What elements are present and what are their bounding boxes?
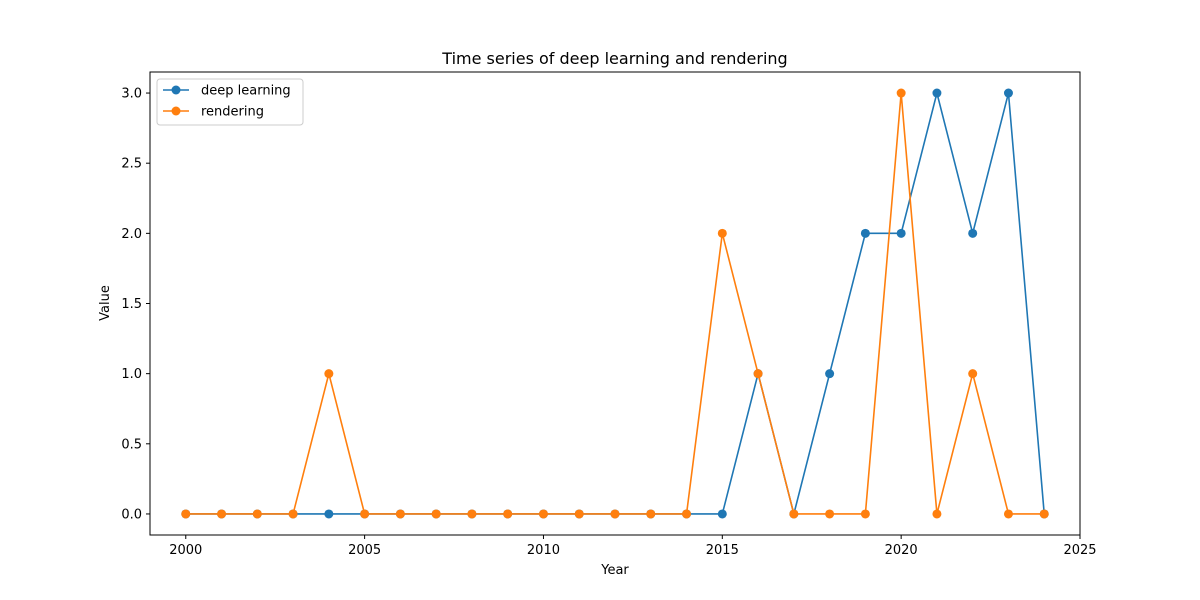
- data-point: [789, 509, 799, 519]
- data-point: [896, 88, 906, 98]
- data-point: [395, 509, 405, 519]
- legend: deep learning rendering: [156, 78, 304, 126]
- y-tick-label: 0.0: [121, 507, 142, 522]
- data-point: [825, 369, 835, 379]
- data-point: [717, 228, 727, 238]
- y-tick-label: 2.5: [121, 157, 142, 172]
- data-point: [932, 88, 942, 98]
- data-point: [252, 509, 262, 519]
- legend-label: deep learning: [201, 84, 291, 99]
- data-point: [574, 509, 584, 519]
- legend-item: deep learning: [163, 84, 291, 99]
- data-point: [538, 509, 548, 519]
- series-rendering: [181, 88, 1049, 519]
- plot-area: 2000 2005 2010 2015 2020 2025 0.0 0.5 1.0 1.5 2.0 2…: [121, 71, 1097, 558]
- data-point: [181, 509, 191, 519]
- y-tick-label: 0.5: [121, 437, 142, 452]
- data-point: [682, 509, 692, 519]
- data-point: [324, 509, 334, 519]
- legend-swatch-marker: [171, 85, 181, 95]
- y-tick-label: 2.0: [121, 227, 142, 242]
- legend-swatch-marker: [171, 106, 181, 116]
- data-point: [932, 509, 942, 519]
- data-point: [968, 369, 978, 379]
- x-tick-label: 2020: [885, 543, 918, 558]
- data-point: [503, 509, 513, 519]
- data-point: [1039, 509, 1049, 519]
- data-point: [360, 509, 370, 519]
- data-point: [1003, 88, 1013, 98]
- data-point: [1003, 509, 1013, 519]
- x-tick-label: 2025: [1063, 543, 1096, 558]
- x-axis-label: Year: [600, 563, 629, 578]
- data-point: [896, 228, 906, 238]
- data-point: [288, 509, 298, 519]
- y-tick-label: 1.5: [121, 297, 142, 312]
- data-point: [646, 509, 656, 519]
- data-point: [753, 369, 763, 379]
- data-point: [467, 509, 477, 519]
- y-axis-label: Value: [98, 285, 113, 321]
- data-point: [968, 228, 978, 238]
- data-point: [825, 509, 835, 519]
- y-tick-label: 3.0: [121, 87, 142, 102]
- data-point: [324, 369, 334, 379]
- data-point: [431, 509, 441, 519]
- data-point: [217, 509, 227, 519]
- data-point: [860, 509, 870, 519]
- x-tick-label: 2005: [348, 543, 381, 558]
- chart-title: Time series of deep learning and renderi…: [441, 49, 787, 68]
- x-tick-label: 2010: [527, 543, 560, 558]
- legend-item: rendering: [163, 105, 264, 120]
- data-point: [860, 228, 870, 238]
- data-point: [610, 509, 620, 519]
- y-tick-label: 1.0: [121, 367, 142, 382]
- x-tick-label: 2000: [169, 543, 202, 558]
- data-point: [717, 509, 727, 519]
- legend-label: rendering: [201, 105, 264, 120]
- legend-frame: [156, 78, 304, 126]
- x-tick-label: 2015: [706, 543, 739, 558]
